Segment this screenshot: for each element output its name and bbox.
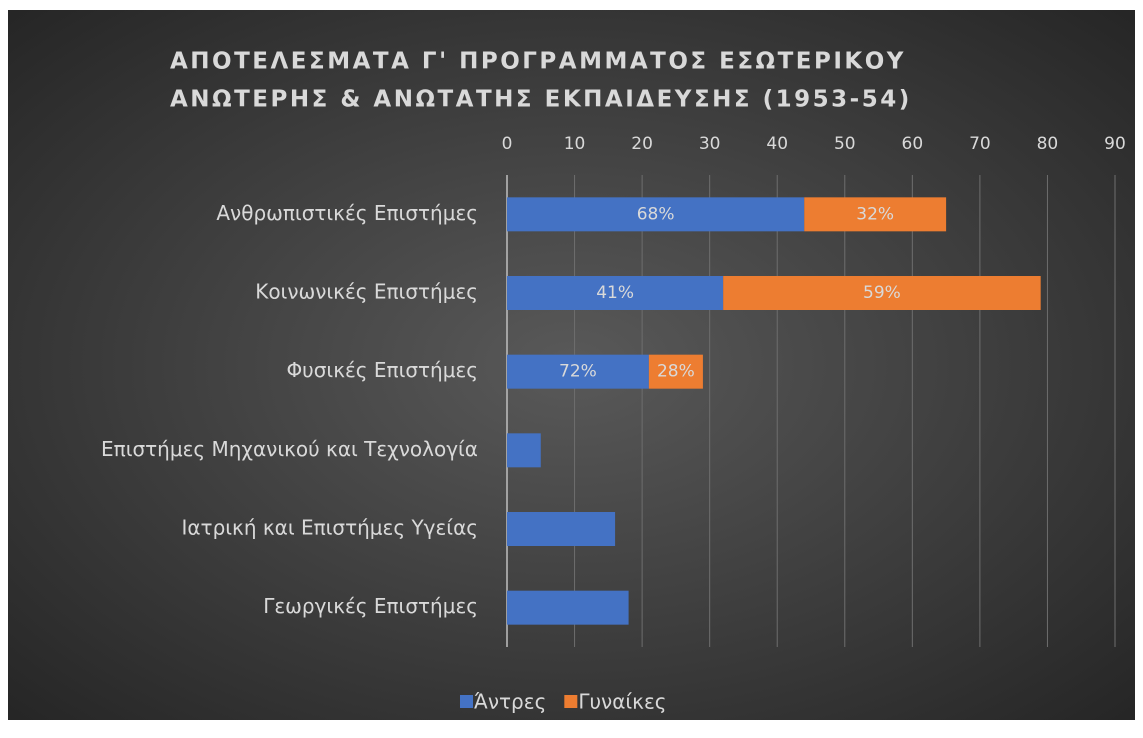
bar <box>507 197 805 232</box>
chart-title: ΑΝΩΤΕΡΗΣ & ΑΝΩΤΑΤΗΣ ΕΚΠΑΙΔΕΥΣΗΣ (1953-54… <box>170 87 912 113</box>
x-tick-label: 30 <box>699 134 721 154</box>
x-tick-label: 70 <box>969 134 991 154</box>
bar <box>507 512 616 546</box>
bar <box>507 354 649 389</box>
bar <box>804 197 947 232</box>
data-label: 59% <box>863 283 901 303</box>
bar <box>507 276 724 310</box>
x-tick-label: 50 <box>834 134 856 154</box>
x-tick-label: 20 <box>631 134 653 154</box>
y-tick-label: Επιστήμες Μηχανικού και Τεχνολογία <box>101 437 478 461</box>
data-label: 28% <box>657 362 695 382</box>
x-tick-label: 60 <box>902 134 924 154</box>
bar <box>648 354 703 389</box>
legend-swatch <box>564 695 578 708</box>
data-label: 41% <box>596 283 634 303</box>
y-tick-label: Φυσικές Επιστήμες <box>286 358 478 382</box>
chart-title: ΑΠΟΤΕΛΕΣΜΑΤΑ Γ' ΠΡΟΓΡΑΜΜΑΤΟΣ ΕΣΩΤΕΡΙΚΟΥ <box>170 49 906 75</box>
bar <box>507 433 541 468</box>
y-tick-label: Ιατρική και Επιστήμες Υγείας <box>181 516 478 540</box>
legend-label: Γυναίκες <box>578 690 666 714</box>
data-label: 68% <box>637 204 675 224</box>
y-tick-label: Κοινωνικές Επιστήμες <box>255 280 478 304</box>
y-tick-label: Ανθρωπιστικές Επιστήμες <box>216 201 478 225</box>
legend-swatch <box>460 695 473 708</box>
x-tick-label: 10 <box>564 134 586 154</box>
y-tick-label: Γεωργικές Επιστήμες <box>263 594 478 618</box>
data-label: 72% <box>559 362 597 382</box>
x-tick-label: 90 <box>1104 134 1126 154</box>
x-tick-label: 0 <box>502 134 513 154</box>
x-tick-label: 80 <box>1037 134 1059 154</box>
x-tick-label: 40 <box>766 134 788 154</box>
legend-label: Άντρες <box>474 690 546 714</box>
bar <box>507 590 629 625</box>
data-label: 32% <box>856 204 894 224</box>
bar <box>723 276 1041 310</box>
